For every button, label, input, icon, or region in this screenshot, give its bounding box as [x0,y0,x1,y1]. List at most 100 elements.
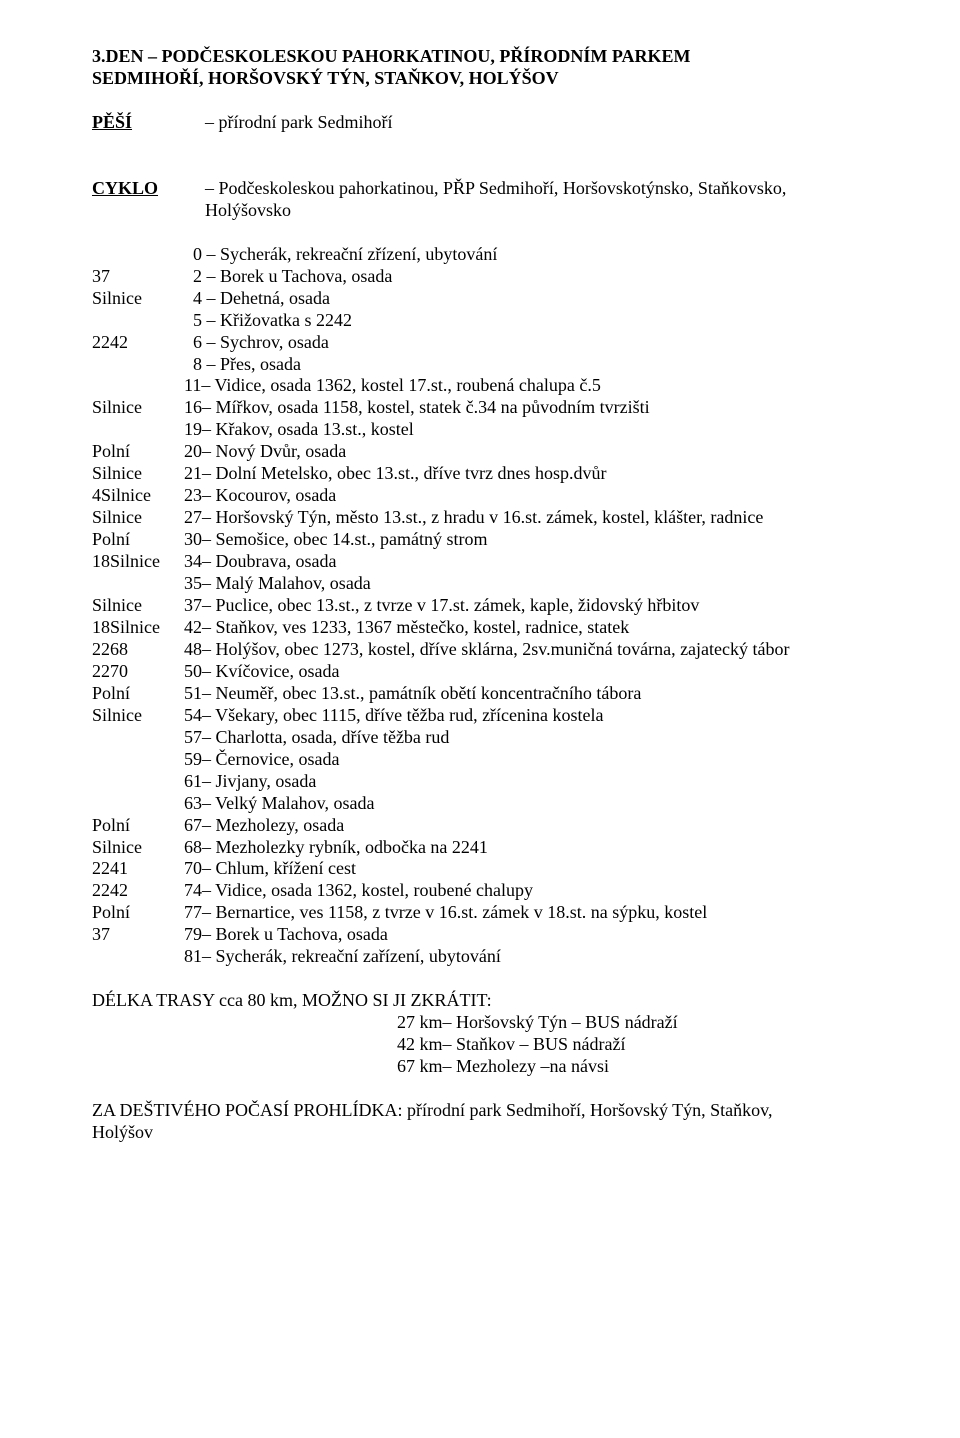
footer-line2: Holýšov [92,1122,874,1144]
route-left-col [92,375,184,397]
route-left-col: Polní [92,902,184,924]
title-line2: SEDMIHOŘÍ, HORŠOVSKÝ TÝN, STAŇKOV, HOLÝŠ… [92,68,559,88]
route-right-col: 67– Mezholezy, osada [184,815,874,837]
cyklo-line2: Holýšovsko [205,200,874,222]
table-row: 2242 6 – Sychrov, osada [92,332,874,354]
table-row: Polní77– Bernartice, ves 1158, z tvrze v… [92,902,874,924]
route-right-col: 37– Puclice, obec 13.st., z tvrze v 17.s… [184,595,874,617]
route-right-col: 5 – Křižovatka s 2242 [184,310,874,332]
route-left-col: 2241 [92,858,184,880]
table-row: 37 2 – Borek u Tachova, osada [92,266,874,288]
table-row: Polní30– Semošice, obec 14.st., památný … [92,529,874,551]
route-right-col: 30– Semošice, obec 14.st., památný strom [184,529,874,551]
table-row: 5 – Křižovatka s 2242 [92,310,874,332]
route-right-col: 54– Všekary, obec 1115, dříve těžba rud,… [184,705,874,727]
route-right-col: 70– Chlum, křížení cest [184,858,874,880]
route-right-col: 0 – Sycherák, rekreační zřízení, ubytová… [184,244,874,266]
cyklo-label-text: CYKLO [92,178,158,198]
spacer [92,1078,874,1100]
delka-opt2: 42 km– Staňkov – BUS nádraží [92,1034,874,1056]
pesi-label-text: PĚŠÍ [92,112,132,132]
spacer [92,968,874,990]
table-row: 57– Charlotta, osada, dříve těžba rud [92,727,874,749]
route-right-col: 68– Mezholezky rybník, odbočka na 2241 [184,837,874,859]
route-left-col: Polní [92,441,184,463]
route-right-col: 4 – Dehetná, osada [184,288,874,310]
route-right-col: 11– Vidice, osada 1362, kostel 17.st., r… [184,375,874,397]
route-left-col: Silnice [92,837,184,859]
route-right-col: 34– Doubrava, osada [184,551,874,573]
route-left-col [92,749,184,771]
route-right-col: 48– Holýšov, obec 1273, kostel, dříve sk… [184,639,874,661]
cyklo-text-block: – Podčeskoleskou pahorkatinou, PŘP Sedmi… [184,178,874,222]
route-left-col: Silnice [92,463,184,485]
cyklo-row: CYKLO – Podčeskoleskou pahorkatinou, PŘP… [92,178,874,222]
route-right-col: 35– Malý Malahov, osada [184,573,874,595]
pesi-row: PĚŠÍ – přírodní park Sedmihoří [92,112,874,134]
route-right-col: 81– Sycherák, rekreační zařízení, ubytov… [184,946,874,968]
pesi-text: – přírodní park Sedmihoří [184,112,874,134]
route-left-col [92,771,184,793]
spacer [92,90,874,112]
route-right-col: 21– Dolní Metelsko, obec 13.st., dříve t… [184,463,874,485]
day-header-line2: SEDMIHOŘÍ, HORŠOVSKÝ TÝN, STAŇKOV, HOLÝŠ… [92,68,874,90]
route-left-col: 2242 [92,332,184,354]
table-row: 224170– Chlum, křížení cest [92,858,874,880]
route-right-col: 8 – Přes, osada [184,354,874,376]
table-row: Silnice 4 – Dehetná, osada [92,288,874,310]
route-left-col: Silnice [92,705,184,727]
table-row: 35– Malý Malahov, osada [92,573,874,595]
cyklo-line1: – Podčeskoleskou pahorkatinou, PŘP Sedmi… [205,178,874,200]
route-right-col: 50– Kvíčovice, osada [184,661,874,683]
table-row: 61– Jivjany, osada [92,771,874,793]
table-row: Silnice27– Horšovský Týn, město 13.st., … [92,507,874,529]
footer-line1: ZA DEŠTIVÉHO POČASÍ PROHLÍDKA: přírodní … [92,1100,874,1122]
route-right-col: 63– Velký Malahov, osada [184,793,874,815]
route-right-col: 19– Křakov, osada 13.st., kostel [184,419,874,441]
den-label: 3.DEN [92,46,144,66]
table-row: Silnice68– Mezholezky rybník, odbočka na… [92,837,874,859]
route-left-col [92,573,184,595]
route-left-col: 37 [92,924,184,946]
delka-opt3: 67 km– Mezholezy –na návsi [92,1056,874,1078]
route-right-col: 42– Staňkov, ves 1233, 1367 městečko, ko… [184,617,874,639]
dash: – [148,46,162,66]
table-row: 226848– Holýšov, obec 1273, kostel, dřív… [92,639,874,661]
route-left-col: 2242 [92,880,184,902]
route-right-col: 61– Jivjany, osada [184,771,874,793]
table-row: 0 – Sycherák, rekreační zřízení, ubytová… [92,244,874,266]
route-left-col [92,354,184,376]
route-left-col: 2270 [92,661,184,683]
table-row: Polní67– Mezholezy, osada [92,815,874,837]
table-row: 224274– Vidice, osada 1362, kostel, roub… [92,880,874,902]
title-line1: PODČESKOLESKOU PAHORKATINOU, PŘÍRODNÍM P… [162,46,691,66]
spacer [92,222,874,244]
route-right-col: 59– Černovice, osada [184,749,874,771]
route-right-col: 16– Mířkov, osada 1158, kostel, statek č… [184,397,874,419]
table-row: Silnice54– Všekary, obec 1115, dříve těž… [92,705,874,727]
route-left-col: Polní [92,683,184,705]
route-right-col: 57– Charlotta, osada, dříve těžba rud [184,727,874,749]
route-right-col: 51– Neuměř, obec 13.st., památník obětí … [184,683,874,705]
pesi-label: PĚŠÍ [92,112,184,134]
table-row: Silnice16– Mířkov, osada 1158, kostel, s… [92,397,874,419]
cyklo-label: CYKLO [92,178,184,222]
table-row: 4Silnice23– Kocourov, osada [92,485,874,507]
table-row: 8 – Přes, osada [92,354,874,376]
route-left-col: Polní [92,529,184,551]
table-row: 11– Vidice, osada 1362, kostel 17.st., r… [92,375,874,397]
spacer [92,134,874,178]
table-row: Polní51– Neuměř, obec 13.st., památník o… [92,683,874,705]
route-right-col: 20– Nový Dvůr, osada [184,441,874,463]
route-left-col: 4Silnice [92,485,184,507]
route-left-col: Polní [92,815,184,837]
route-left-col: 2268 [92,639,184,661]
route-table: 0 – Sycherák, rekreační zřízení, ubytová… [92,244,874,968]
table-row: 63– Velký Malahov, osada [92,793,874,815]
route-left-col [92,727,184,749]
route-left-col: Silnice [92,595,184,617]
route-left-col: Silnice [92,397,184,419]
day-header: 3.DEN – PODČESKOLESKOU PAHORKATINOU, PŘÍ… [92,46,874,68]
table-row: 59– Černovice, osada [92,749,874,771]
table-row: 81– Sycherák, rekreační zařízení, ubytov… [92,946,874,968]
